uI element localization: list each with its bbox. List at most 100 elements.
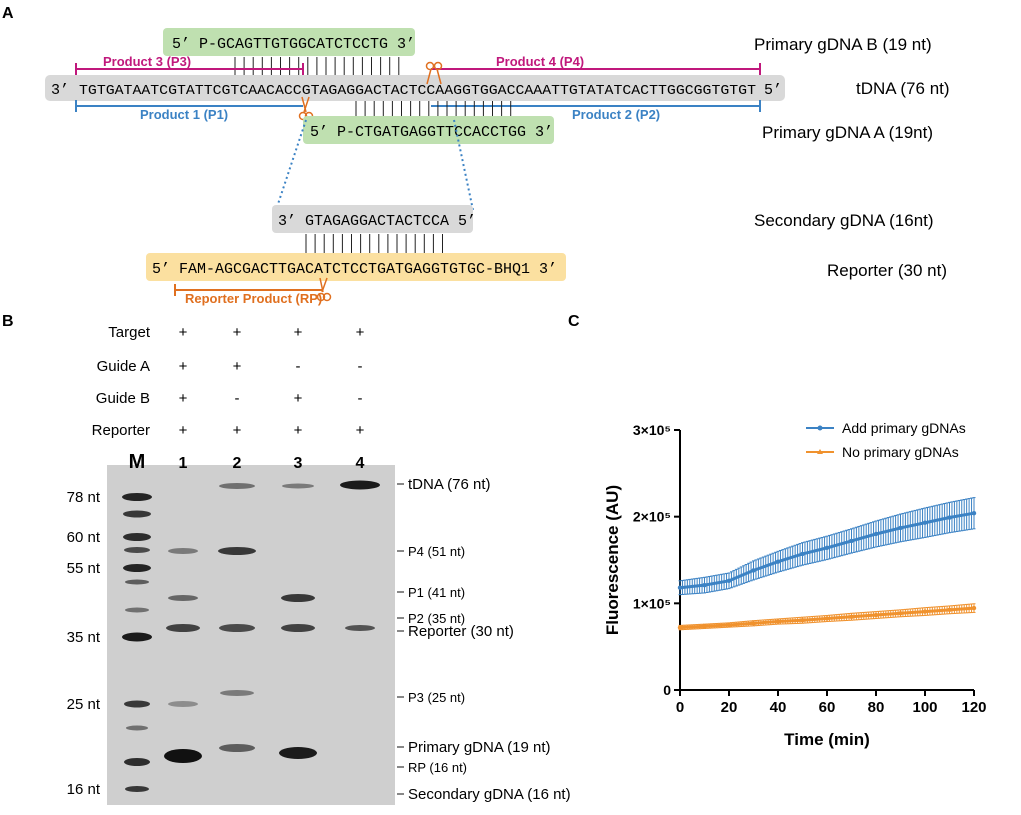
chart-legend: Add primary gDNAs No primary gDNAs	[806, 420, 966, 460]
gel-band	[125, 786, 149, 792]
product-1-label: Product 1 (P1)	[140, 107, 228, 122]
legend-entry: Add primary gDNAs	[842, 420, 966, 436]
marker-size-label: 60 nt	[67, 529, 101, 546]
label-guide-b: Primary gDNA B (19 nt)	[754, 35, 932, 54]
condition-value: +	[179, 358, 188, 375]
lane-label: 2	[233, 455, 242, 472]
condition-value: +	[356, 324, 365, 341]
data-point	[824, 545, 830, 551]
gel-band	[125, 607, 149, 613]
gel-band	[168, 548, 198, 554]
condition-value: +	[179, 324, 188, 341]
lane-label: 4	[356, 455, 365, 472]
gel-band	[124, 700, 150, 708]
gel-band	[168, 595, 198, 601]
tdna-sequence: TGTGATAATCGTATTCGTCAACACCGTAGAGGACTACTCC…	[79, 83, 756, 99]
data-point	[947, 607, 952, 613]
y-tick-label: 2×10⁵	[633, 509, 671, 525]
band-label: Primary gDNA (19 nt)	[408, 739, 551, 756]
data-point	[873, 612, 879, 618]
data-point	[726, 622, 732, 628]
y-tick-label: 3×10⁵	[633, 422, 671, 438]
data-point	[898, 525, 903, 531]
lane-label: 3	[294, 455, 303, 472]
guide-b-pairing-ticks	[234, 57, 400, 75]
condition-value: -	[358, 358, 363, 375]
data-point	[873, 531, 879, 537]
label-tdna: tDNA (76 nt)	[856, 79, 950, 98]
secondary-pairing-ticks	[305, 234, 443, 253]
tdna-5-end: 5’	[764, 82, 782, 99]
gel-band	[124, 758, 150, 766]
lane-labels: M 1 2 3 4	[129, 451, 365, 473]
gel-band	[126, 725, 148, 731]
data-point	[775, 619, 781, 624]
data-point	[898, 611, 903, 616]
band-label: P3 (25 nt)	[408, 690, 465, 705]
fluorescence-chart: 0 20 40 60 80 100 120 0 1×10⁵ 2×10⁵ 3×10⁵ Time (min…	[603, 420, 987, 749]
condition-value: +	[294, 422, 303, 439]
condition-row-label: Reporter	[92, 422, 150, 439]
data-point	[800, 618, 805, 623]
gel-band	[345, 625, 375, 631]
label-reporter: Reporter (30 nt)	[827, 261, 947, 280]
condition-value: -	[296, 358, 301, 375]
condition-value: -	[235, 390, 240, 407]
condition-value: +	[294, 324, 303, 341]
gel-band	[166, 624, 200, 632]
guide-a-sequence: 5’ P-CTGATGAGGTTCCACCTGG 3’	[310, 124, 553, 141]
gel-band	[122, 632, 152, 642]
lane-label: M	[129, 451, 146, 473]
reporter-sequence: 5’ FAM-AGCGACTTGACATCTCCTGATGAGGTGTGC-BH…	[152, 261, 557, 278]
gel-band	[125, 579, 149, 585]
gel-band	[220, 690, 254, 696]
product-4-label: Product 4 (P4)	[496, 54, 584, 69]
data-point	[702, 582, 707, 588]
x-tick-label: 60	[819, 699, 836, 716]
product-2-label: Product 2 (P2)	[572, 107, 660, 122]
x-tick-label: 0	[676, 699, 684, 716]
y-axis-title: Fluorescence (AU)	[603, 485, 622, 635]
condition-table: Target + + + + Guide A + + - - Guide B + - + - Reporter…	[92, 324, 365, 439]
x-tick-label: 120	[961, 699, 986, 716]
data-point	[677, 585, 683, 590]
gel-band	[279, 747, 317, 759]
gel-band	[218, 547, 256, 555]
guide-b-sequence: 5’ P-GCAGTTGTGGCATCTCCTG 3’	[172, 36, 415, 53]
data-point	[971, 605, 977, 611]
condition-value: +	[233, 358, 242, 375]
series-add-primary-gdnas	[677, 497, 977, 596]
guide-a-box	[303, 116, 554, 144]
data-point	[922, 609, 928, 614]
secondary-gdna-box	[272, 205, 473, 233]
data-point	[751, 568, 756, 573]
band-labels: tDNA (76 nt) P4 (51 nt) P1 (41 nt) P2 (35 n…	[397, 476, 571, 803]
series-no-primary-gdnas	[677, 603, 977, 631]
data-point	[677, 625, 683, 630]
gel-band	[219, 483, 255, 489]
scissors-icon	[316, 277, 332, 302]
zoom-guide-line	[275, 119, 307, 211]
panel-a-label: A	[2, 5, 14, 22]
product-3-label: Product 3 (P3)	[103, 54, 191, 69]
reporter-product-label: Reporter Product (RP)	[185, 291, 322, 306]
panel-b-label: B	[2, 313, 14, 330]
label-guide-a: Primary gDNA A (19nt)	[762, 123, 933, 142]
gel-band	[219, 624, 255, 632]
data-point	[824, 616, 830, 621]
y-tick-label: 0	[663, 682, 671, 698]
marker-size-label: 55 nt	[67, 560, 101, 577]
zoom-guide-line	[453, 119, 474, 211]
condition-value: +	[179, 422, 188, 439]
secondary-gdna-sequence: 3’ GTAGAGGACTACTCCA 5’	[278, 213, 476, 230]
data-point	[971, 511, 977, 516]
data-point	[751, 621, 756, 626]
band-label: tDNA (76 nt)	[408, 476, 491, 493]
condition-row-label: Guide B	[96, 390, 150, 407]
guide-a-pairing-ticks	[355, 101, 512, 116]
data-point	[775, 559, 781, 564]
gel-band	[168, 701, 198, 707]
gel-band	[122, 493, 152, 501]
lane-label: 1	[179, 455, 188, 472]
condition-value: +	[356, 422, 365, 439]
